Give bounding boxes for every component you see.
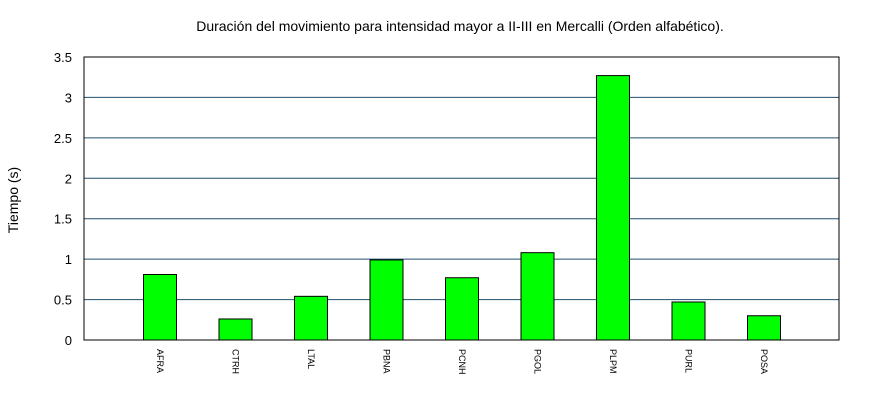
- y-tick-label: 2.5: [54, 131, 72, 146]
- x-tick-label: CTRH: [231, 349, 241, 374]
- x-tick-label: POSA: [759, 349, 769, 374]
- y-tick-label: 3: [65, 90, 72, 105]
- bar-afra: [143, 274, 177, 341]
- y-tick-label: 3.5: [54, 50, 72, 65]
- y-tick-label: 0.5: [54, 293, 72, 308]
- x-tick-labels: AFRA CTRH LTAL PBNA PCNH PGOL PLPM PURL POSA: [155, 349, 769, 375]
- bar-pcnh: [445, 277, 479, 341]
- y-tick-label: 0: [65, 333, 72, 348]
- chart-title: Duración del movimiento para intensidad …: [196, 18, 724, 34]
- y-tick-label: 1.5: [54, 212, 72, 227]
- y-tick-label: 2: [65, 171, 72, 186]
- x-tick-label: PBNA: [382, 349, 392, 374]
- bar-ltal: [294, 295, 328, 341]
- bar-posa: [747, 315, 781, 341]
- gridlines: [84, 96, 839, 301]
- bar-ctrh: [218, 318, 253, 341]
- x-tick-label: PLPM: [608, 349, 618, 374]
- bar-pgol: [520, 252, 555, 341]
- y-tick-label: 1: [65, 252, 72, 267]
- bars: [143, 75, 781, 341]
- x-tick-label: PGOL: [533, 349, 543, 374]
- bar-plpm: [596, 75, 630, 341]
- plot-frame: [83, 56, 840, 341]
- y-tick-labels: 0 0.5 1 1.5 2 2.5 3 3.5: [54, 50, 72, 348]
- x-tick-label: AFRA: [155, 349, 165, 373]
- y-axis-label: Tiempo (s): [5, 167, 21, 233]
- x-tick-label: PCNH: [457, 349, 467, 375]
- x-tick-label: LTAL: [306, 349, 316, 369]
- bar-pbna: [369, 259, 404, 341]
- x-tick-label: PURL: [684, 349, 694, 373]
- bar-purl: [671, 301, 706, 341]
